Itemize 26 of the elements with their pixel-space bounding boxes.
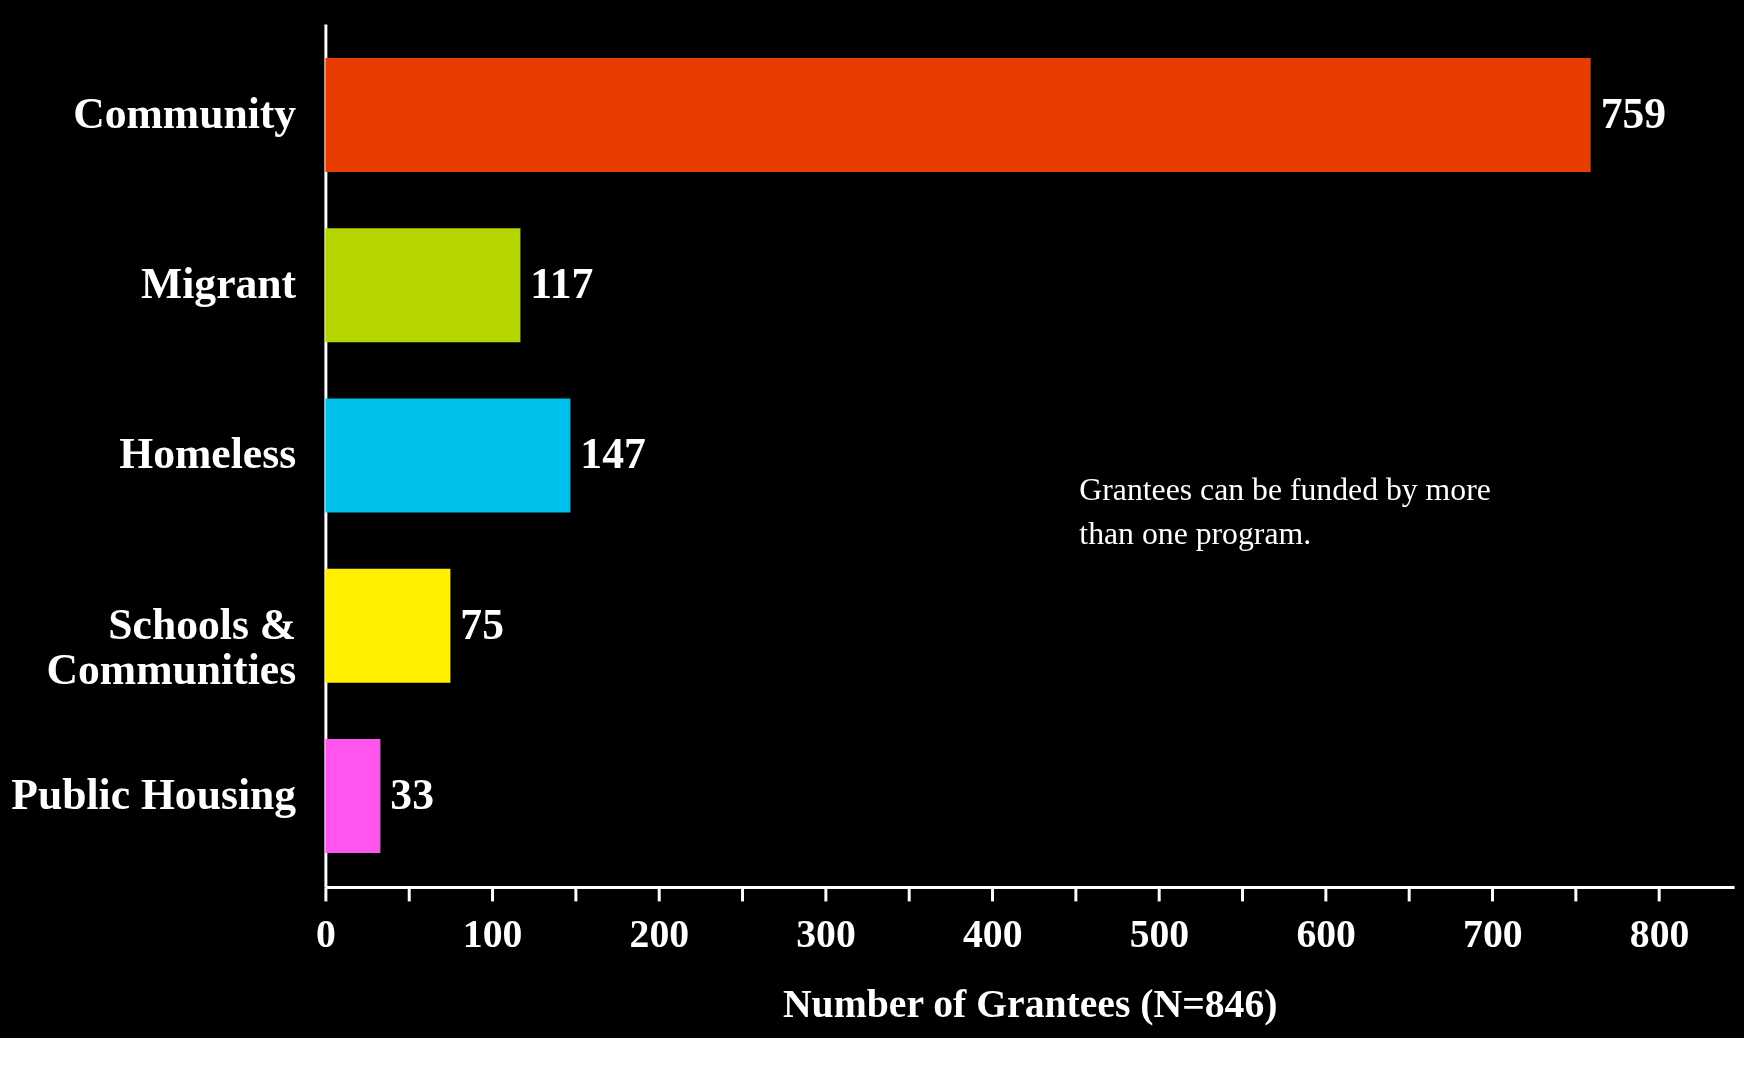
data-label: 759 (1600, 88, 1667, 137)
y-tick-label: Homeless (119, 429, 297, 478)
y-tick-label: Migrant (141, 259, 297, 308)
bar (325, 398, 571, 513)
y-tick-label: Schools & Communities (46, 599, 297, 694)
x-tick-label: 100 (462, 912, 523, 957)
bar (325, 568, 451, 683)
data-label: 75 (460, 599, 504, 648)
x-tick-label: 800 (1629, 912, 1690, 957)
x-tick-label: 400 (962, 912, 1023, 957)
y-tick-label: Public Housing (11, 769, 297, 818)
x-axis-title: Number of Grantees (N=846) (782, 981, 1278, 1026)
x-tick-label: 200 (629, 912, 690, 957)
x-tick-label: 300 (796, 912, 856, 957)
y-tick-label: Community (73, 88, 297, 137)
x-tick-label: 0 (315, 912, 336, 957)
bar (325, 228, 521, 343)
annotation: Grantees can be funded by more than one program. (1079, 472, 1491, 551)
data-label: 147 (580, 429, 646, 478)
bar (325, 738, 381, 853)
x-tick-label: 500 (1129, 912, 1190, 957)
x-tick-label: 700 (1463, 912, 1523, 957)
bar (325, 58, 1591, 173)
data-label: 33 (390, 769, 434, 818)
x-tick-label: 600 (1296, 912, 1356, 957)
data-label: 117 (530, 259, 594, 308)
